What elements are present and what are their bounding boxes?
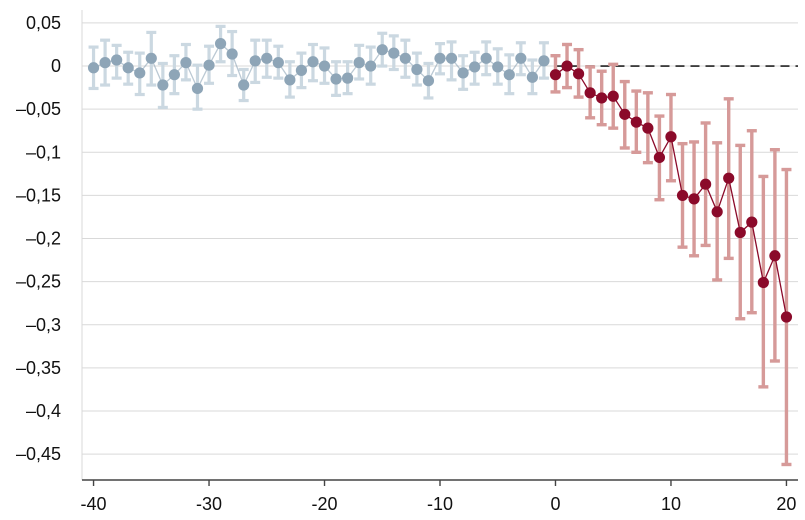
data-point bbox=[538, 55, 550, 67]
post-period-error-bars bbox=[550, 42, 792, 467]
y-tick-label: –0,25 bbox=[16, 272, 61, 292]
x-tick-label: 20 bbox=[776, 494, 796, 514]
data-point bbox=[122, 62, 134, 74]
post-period-points bbox=[549, 60, 793, 323]
y-tick-label: 0 bbox=[51, 56, 61, 76]
data-point bbox=[180, 57, 192, 69]
data-point bbox=[642, 122, 654, 134]
x-tick-label: 0 bbox=[550, 494, 560, 514]
data-point bbox=[734, 226, 746, 239]
data-point bbox=[376, 44, 388, 56]
data-point bbox=[87, 62, 100, 74]
data-point bbox=[214, 38, 227, 50]
y-tick-label: –0,45 bbox=[16, 444, 61, 464]
data-point bbox=[780, 311, 793, 323]
data-point bbox=[99, 57, 111, 69]
pre-period-points bbox=[87, 38, 550, 95]
y-tick-label: –0,15 bbox=[16, 185, 61, 205]
data-point bbox=[700, 178, 712, 190]
data-point bbox=[388, 47, 400, 59]
data-point bbox=[480, 52, 492, 64]
x-tick-label: 10 bbox=[661, 494, 681, 514]
data-point bbox=[746, 216, 758, 228]
data-point bbox=[723, 172, 735, 184]
data-point bbox=[249, 55, 261, 67]
data-point bbox=[630, 116, 642, 128]
data-point bbox=[676, 189, 689, 202]
data-point bbox=[318, 60, 331, 72]
data-point bbox=[238, 79, 250, 91]
data-point bbox=[307, 56, 319, 68]
data-point bbox=[492, 61, 504, 73]
data-point bbox=[549, 69, 562, 81]
data-point bbox=[665, 131, 677, 143]
series-line bbox=[93, 42, 545, 91]
data-point bbox=[272, 57, 284, 69]
x-axis bbox=[82, 479, 798, 486]
data-point bbox=[295, 64, 308, 76]
x-axis-tick-labels: -40 -30 -20 -10 0 10 20 bbox=[81, 494, 797, 514]
pre-period-series bbox=[93, 42, 545, 91]
data-point bbox=[342, 72, 354, 84]
data-point bbox=[134, 67, 146, 79]
data-point bbox=[619, 108, 631, 120]
x-tick-label: -40 bbox=[81, 494, 107, 514]
data-point bbox=[757, 276, 769, 289]
data-point bbox=[469, 61, 481, 73]
y-tick-label: –0,2 bbox=[26, 229, 61, 249]
data-point bbox=[445, 52, 458, 64]
data-point bbox=[607, 90, 619, 102]
data-point bbox=[284, 74, 296, 86]
data-point bbox=[769, 250, 781, 262]
data-point bbox=[226, 48, 238, 60]
data-point bbox=[330, 73, 342, 85]
y-tick-label: –0,1 bbox=[26, 142, 61, 162]
data-point bbox=[145, 52, 157, 64]
y-tick-label: –0,05 bbox=[16, 99, 61, 119]
data-point bbox=[503, 69, 515, 81]
data-point bbox=[203, 59, 215, 71]
data-point bbox=[111, 54, 123, 66]
y-axis-tick-labels: 0,05 0 –0,05 –0,1 –0,15 –0,2 –0,25 –0,3 –0,35 –0,… bbox=[16, 13, 61, 464]
y-tick-label: –0,4 bbox=[26, 401, 61, 421]
data-point bbox=[596, 92, 608, 104]
data-point bbox=[157, 79, 169, 91]
data-point bbox=[572, 68, 585, 80]
data-point bbox=[561, 60, 573, 72]
data-point bbox=[168, 69, 180, 81]
x-tick-label: -20 bbox=[312, 494, 338, 514]
data-point bbox=[653, 151, 666, 164]
data-point bbox=[365, 60, 377, 72]
y-tick-label: –0,3 bbox=[26, 315, 61, 335]
data-point bbox=[191, 82, 204, 95]
data-point bbox=[261, 52, 273, 64]
data-point bbox=[526, 71, 538, 83]
data-point bbox=[457, 67, 469, 79]
data-point bbox=[422, 75, 435, 87]
data-point bbox=[353, 57, 365, 69]
x-tick-label: -30 bbox=[196, 494, 222, 514]
x-tick-label: -10 bbox=[427, 494, 453, 514]
data-point bbox=[688, 193, 700, 205]
data-point bbox=[399, 52, 411, 64]
data-point bbox=[515, 52, 527, 64]
y-tick-label: 0,05 bbox=[26, 13, 61, 33]
data-point bbox=[411, 63, 423, 76]
data-point bbox=[434, 52, 446, 64]
data-point bbox=[711, 206, 723, 218]
y-tick-label: –0,35 bbox=[16, 358, 61, 378]
data-point bbox=[584, 87, 596, 99]
